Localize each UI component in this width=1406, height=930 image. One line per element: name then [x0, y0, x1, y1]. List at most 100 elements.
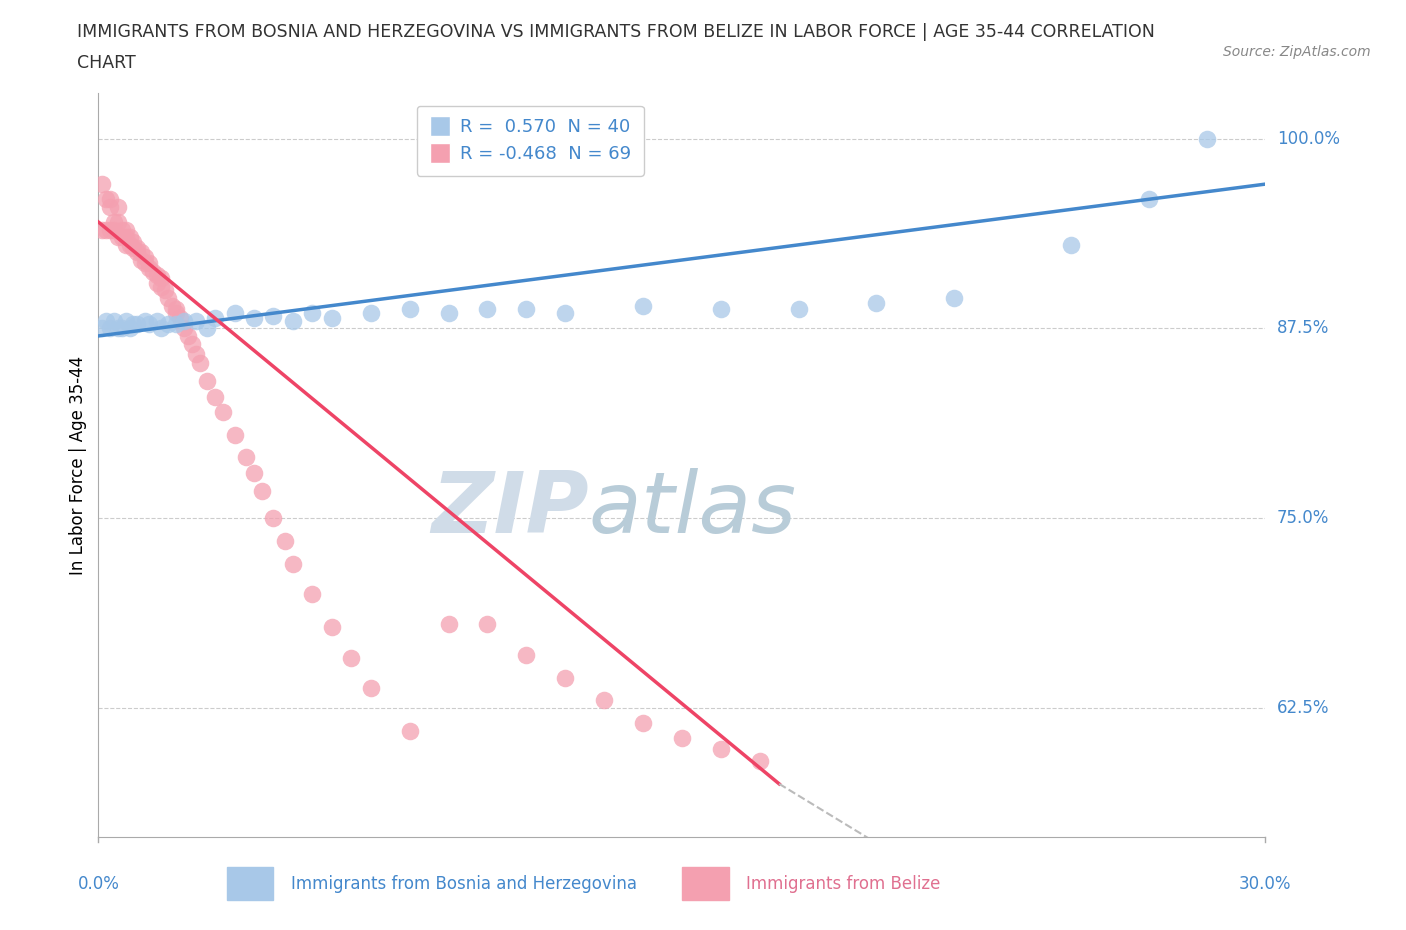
Point: [177, 328, 200, 343]
Point: [129, 245, 152, 259]
Point: [631, 299, 654, 313]
Point: [157, 316, 180, 331]
Point: [184, 313, 207, 328]
Point: [184, 347, 207, 362]
Point: [96, 222, 118, 237]
Point: [243, 311, 266, 325]
Point: [1195, 131, 1218, 146]
Y-axis label: In Labor Force | Age 35-44: In Labor Force | Age 35-44: [69, 355, 87, 575]
Point: [204, 390, 226, 405]
Text: IMMIGRANTS FROM BOSNIA AND HERZEGOVINA VS IMMIGRANTS FROM BELIZE IN LABOR FORCE : IMMIGRANTS FROM BOSNIA AND HERZEGOVINA V…: [77, 23, 1156, 41]
Legend: R =  0.570  N = 40, R = -0.468  N = 69: R = 0.570 N = 40, R = -0.468 N = 69: [416, 106, 644, 176]
Point: [710, 741, 733, 756]
Point: [360, 306, 382, 321]
Text: 75.0%: 75.0%: [1277, 509, 1330, 527]
Point: [122, 241, 145, 256]
Point: [146, 275, 169, 290]
Point: [149, 271, 172, 286]
Point: [301, 306, 323, 321]
Point: [165, 316, 187, 331]
Point: [149, 280, 172, 295]
Point: [360, 681, 382, 696]
Point: [118, 230, 141, 245]
Point: [250, 484, 273, 498]
Point: [195, 321, 218, 336]
Point: [224, 306, 246, 321]
Point: [138, 256, 160, 271]
Point: [301, 587, 323, 602]
Point: [134, 249, 156, 264]
Point: [98, 321, 121, 336]
Point: [787, 301, 810, 316]
Point: [146, 268, 169, 283]
Point: [169, 311, 191, 325]
Point: [142, 265, 165, 280]
Point: [107, 230, 129, 245]
Point: [262, 309, 284, 324]
Point: [748, 753, 770, 768]
Point: [127, 316, 149, 331]
Text: Source: ZipAtlas.com: Source: ZipAtlas.com: [1223, 45, 1371, 59]
Point: [103, 215, 125, 230]
Point: [671, 731, 693, 746]
Point: [593, 693, 616, 708]
Point: [340, 650, 363, 665]
Point: [321, 620, 343, 635]
Point: [554, 306, 576, 321]
Point: [103, 222, 125, 237]
Point: [118, 237, 141, 252]
Point: [865, 295, 887, 310]
Point: [122, 234, 145, 249]
Point: [114, 313, 136, 328]
Point: [943, 290, 966, 305]
Point: [122, 316, 145, 331]
Bar: [682, 867, 728, 900]
Text: Immigrants from Belize: Immigrants from Belize: [747, 875, 941, 893]
Point: [146, 313, 169, 328]
Point: [153, 283, 176, 298]
Point: [477, 617, 499, 631]
Point: [437, 617, 460, 631]
Point: [262, 511, 284, 525]
Point: [710, 301, 733, 316]
Point: [127, 245, 149, 259]
Point: [165, 306, 187, 321]
Point: [111, 222, 134, 237]
Point: [91, 321, 114, 336]
Point: [281, 313, 304, 328]
Text: 62.5%: 62.5%: [1277, 699, 1330, 717]
Point: [114, 237, 136, 252]
Point: [134, 313, 156, 328]
Point: [98, 222, 121, 237]
Point: [127, 241, 149, 256]
Point: [129, 253, 152, 268]
Point: [114, 230, 136, 245]
Point: [1060, 237, 1083, 252]
Point: [398, 724, 420, 738]
Point: [165, 301, 187, 316]
Point: [134, 256, 156, 271]
Point: [96, 313, 118, 328]
Text: 0.0%: 0.0%: [77, 875, 120, 893]
Point: [149, 321, 172, 336]
Point: [107, 215, 129, 230]
Point: [173, 313, 195, 328]
Point: [118, 321, 141, 336]
Point: [477, 301, 499, 316]
Point: [107, 321, 129, 336]
Point: [437, 306, 460, 321]
Point: [224, 427, 246, 442]
Point: [98, 192, 121, 206]
Point: [195, 374, 218, 389]
Text: ZIP: ZIP: [430, 468, 589, 551]
Point: [111, 230, 134, 245]
Point: [631, 716, 654, 731]
Point: [180, 336, 202, 351]
Point: [235, 450, 257, 465]
Text: 30.0%: 30.0%: [1239, 875, 1292, 893]
Bar: [226, 867, 274, 900]
Point: [281, 556, 304, 571]
Point: [243, 465, 266, 480]
Point: [91, 222, 114, 237]
Point: [554, 671, 576, 685]
